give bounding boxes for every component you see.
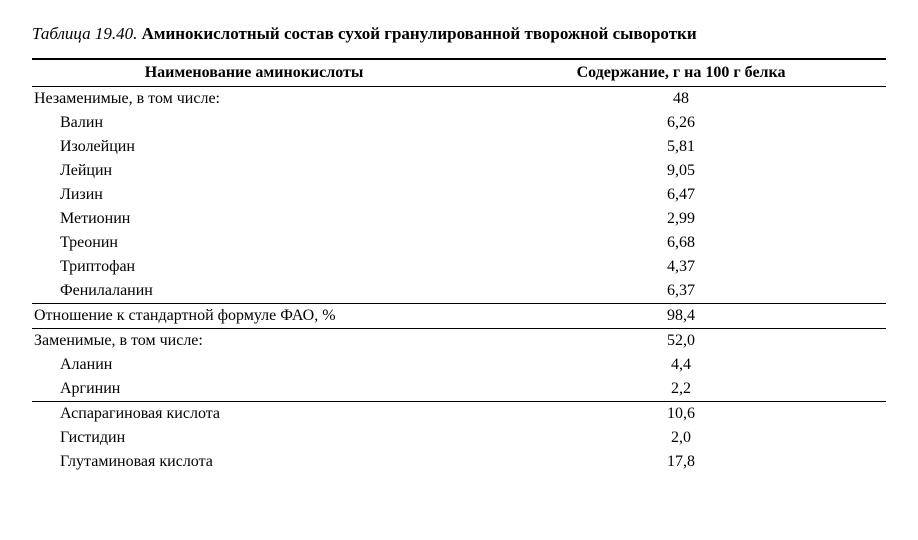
table-row: Изолейцин5,81 [32, 135, 886, 159]
table-row: Фенилаланин6,37 [32, 279, 886, 304]
cell-name: Аспарагиновая кислота [32, 402, 476, 427]
table-body: Незаменимые, в том числе:48Валин6,26Изол… [32, 87, 886, 475]
table-row: Аспарагиновая кислота10,6 [32, 402, 886, 427]
cell-name: Фенилаланин [32, 279, 476, 304]
cell-value: 98,4 [476, 304, 886, 329]
cell-name: Триптофан [32, 255, 476, 279]
cell-value: 6,68 [476, 231, 886, 255]
table-row: Триптофан4,37 [32, 255, 886, 279]
cell-name: Аргинин [32, 377, 476, 402]
table-caption: Таблица 19.40. Аминокислотный состав сух… [32, 24, 886, 44]
table-row: Отношение к стандартной формуле ФАО, %98… [32, 304, 886, 329]
cell-value: 2,99 [476, 207, 886, 231]
cell-value: 48 [476, 87, 886, 112]
cell-name: Валин [32, 111, 476, 135]
cell-value: 2,0 [476, 426, 886, 450]
table-row: Метионин2,99 [32, 207, 886, 231]
table-row: Незаменимые, в том числе:48 [32, 87, 886, 112]
cell-value: 5,81 [476, 135, 886, 159]
cell-name: Лейцин [32, 159, 476, 183]
cell-name: Аланин [32, 353, 476, 377]
table-row: Глутаминовая кислота17,8 [32, 450, 886, 474]
cell-value: 10,6 [476, 402, 886, 427]
cell-name: Метионин [32, 207, 476, 231]
table-row: Лизин6,47 [32, 183, 886, 207]
col-header-name: Наименование аминокислоты [32, 59, 476, 87]
cell-name: Гистидин [32, 426, 476, 450]
table-row: Треонин6,68 [32, 231, 886, 255]
cell-name: Незаменимые, в том числе: [32, 87, 476, 112]
cell-value: 6,26 [476, 111, 886, 135]
table-header-row: Наименование аминокислоты Содержание, г … [32, 59, 886, 87]
cell-value: 52,0 [476, 329, 886, 354]
cell-value: 9,05 [476, 159, 886, 183]
table-row: Валин6,26 [32, 111, 886, 135]
table-caption-label: Таблица 19.40. [32, 24, 137, 43]
cell-value: 17,8 [476, 450, 886, 474]
cell-value: 4,37 [476, 255, 886, 279]
table-row: Заменимые, в том числе:52,0 [32, 329, 886, 354]
cell-value: 2,2 [476, 377, 886, 402]
cell-value: 6,37 [476, 279, 886, 304]
cell-name: Лизин [32, 183, 476, 207]
cell-value: 4,4 [476, 353, 886, 377]
cell-name: Треонин [32, 231, 476, 255]
table-row: Аргинин2,2 [32, 377, 886, 402]
col-header-value: Содержание, г на 100 г белка [476, 59, 886, 87]
amino-acid-table: Наименование аминокислоты Содержание, г … [32, 58, 886, 474]
table-caption-text: Аминокислотный состав сухой гранулирован… [142, 24, 697, 43]
cell-name: Отношение к стандартной формуле ФАО, % [32, 304, 476, 329]
table-row: Лейцин9,05 [32, 159, 886, 183]
cell-value: 6,47 [476, 183, 886, 207]
cell-name: Заменимые, в том числе: [32, 329, 476, 354]
table-row: Гистидин2,0 [32, 426, 886, 450]
cell-name: Изолейцин [32, 135, 476, 159]
cell-name: Глутаминовая кислота [32, 450, 476, 474]
table-row: Аланин4,4 [32, 353, 886, 377]
